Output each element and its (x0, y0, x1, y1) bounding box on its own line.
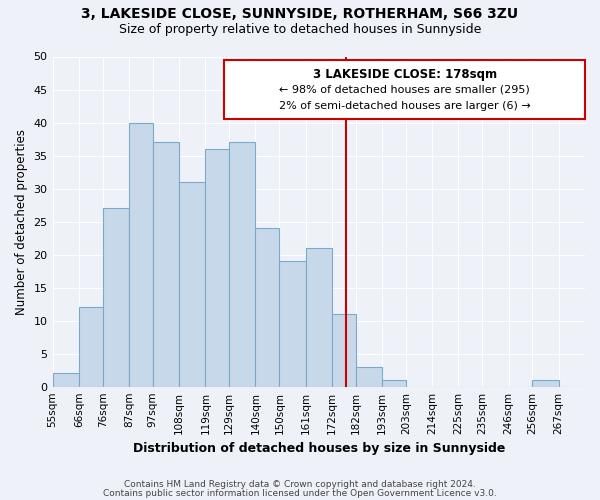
Bar (205, 149, 229, 386)
Bar (53, 374, 79, 386)
Bar (229, 142, 256, 386)
Text: 3, LAKESIDE CLOSE, SUNNYSIDE, ROTHERHAM, S66 3ZU: 3, LAKESIDE CLOSE, SUNNYSIDE, ROTHERHAM,… (82, 8, 518, 22)
FancyBboxPatch shape (224, 60, 585, 119)
Bar (280, 261, 305, 386)
Bar (532, 380, 559, 386)
Text: Size of property relative to detached houses in Sunnyside: Size of property relative to detached ho… (119, 22, 481, 36)
Bar (103, 208, 129, 386)
Text: ← 98% of detached houses are smaller (295): ← 98% of detached houses are smaller (29… (280, 85, 530, 95)
Bar (356, 367, 382, 386)
Bar (382, 380, 406, 386)
X-axis label: Distribution of detached houses by size in Sunnyside: Distribution of detached houses by size … (133, 442, 505, 455)
Y-axis label: Number of detached properties: Number of detached properties (15, 128, 28, 314)
Text: Contains HM Land Registry data © Crown copyright and database right 2024.: Contains HM Land Registry data © Crown c… (124, 480, 476, 489)
Bar (332, 314, 356, 386)
Text: 3 LAKESIDE CLOSE: 178sqm: 3 LAKESIDE CLOSE: 178sqm (313, 68, 497, 80)
Bar (153, 142, 179, 386)
Bar (129, 122, 153, 386)
Bar (305, 248, 332, 386)
Bar (79, 308, 103, 386)
Text: Contains public sector information licensed under the Open Government Licence v3: Contains public sector information licen… (103, 489, 497, 498)
Bar (179, 182, 205, 386)
Bar (256, 228, 280, 386)
Text: 2% of semi-detached houses are larger (6) →: 2% of semi-detached houses are larger (6… (279, 100, 530, 110)
